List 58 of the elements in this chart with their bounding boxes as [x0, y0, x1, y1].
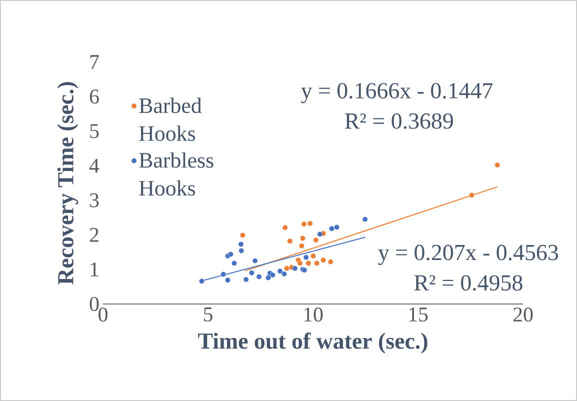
point	[232, 260, 238, 266]
point	[313, 237, 319, 243]
point	[238, 248, 244, 254]
point	[243, 276, 249, 282]
y-tick-label: 3	[90, 193, 99, 208]
y-tick-label: 2	[90, 228, 98, 242]
legend-label: Barbless Hooks	[139, 152, 214, 196]
point	[281, 271, 287, 277]
annotation: R² = 0.3689	[344, 113, 453, 129]
point	[328, 226, 334, 232]
point	[252, 258, 258, 264]
point	[303, 254, 309, 260]
annotation: y = 0.207x - 0.4563	[378, 244, 558, 266]
x-tick-label: 5	[204, 308, 212, 322]
y-tick-label: 6	[90, 90, 99, 104]
x-axis-title: Time out of water (sec.)	[198, 332, 428, 354]
annotation: y = 0.1666x - 0.1447	[301, 83, 493, 104]
point	[310, 253, 316, 259]
point	[292, 266, 298, 272]
point	[228, 251, 234, 257]
point	[362, 216, 368, 222]
y-axis-title: Recovery Time (sec.)	[57, 82, 78, 285]
point	[314, 260, 320, 266]
point	[238, 241, 244, 247]
point	[282, 224, 288, 230]
point	[266, 274, 272, 280]
point	[300, 236, 306, 242]
point	[334, 224, 340, 230]
point	[306, 260, 312, 266]
x-tick-label: 15	[409, 308, 428, 322]
point	[284, 266, 290, 272]
point	[320, 257, 326, 263]
point	[277, 268, 283, 274]
y-tick-label: 4	[89, 158, 100, 173]
x-tick-label: 10	[304, 308, 323, 322]
point	[328, 259, 334, 265]
point	[494, 162, 500, 168]
point	[469, 192, 475, 198]
y-tick-label: 1	[90, 262, 98, 276]
point	[317, 231, 323, 237]
annotation: R² = 0.4958	[414, 275, 522, 291]
point	[248, 270, 254, 276]
x-tick-label: 20	[513, 308, 533, 322]
point	[224, 277, 230, 283]
y-tick-label: 0	[90, 296, 99, 312]
point	[287, 238, 293, 244]
point	[297, 260, 303, 266]
point	[307, 220, 313, 226]
point	[270, 272, 276, 278]
point	[256, 274, 262, 280]
legend-label: Barbed Hooks	[139, 98, 202, 141]
point	[298, 243, 304, 249]
point	[301, 221, 307, 227]
point	[240, 232, 246, 238]
y-tick-label: 7	[90, 55, 99, 69]
point	[220, 272, 226, 278]
y-tick-label: 5	[90, 124, 99, 138]
point	[198, 278, 204, 284]
